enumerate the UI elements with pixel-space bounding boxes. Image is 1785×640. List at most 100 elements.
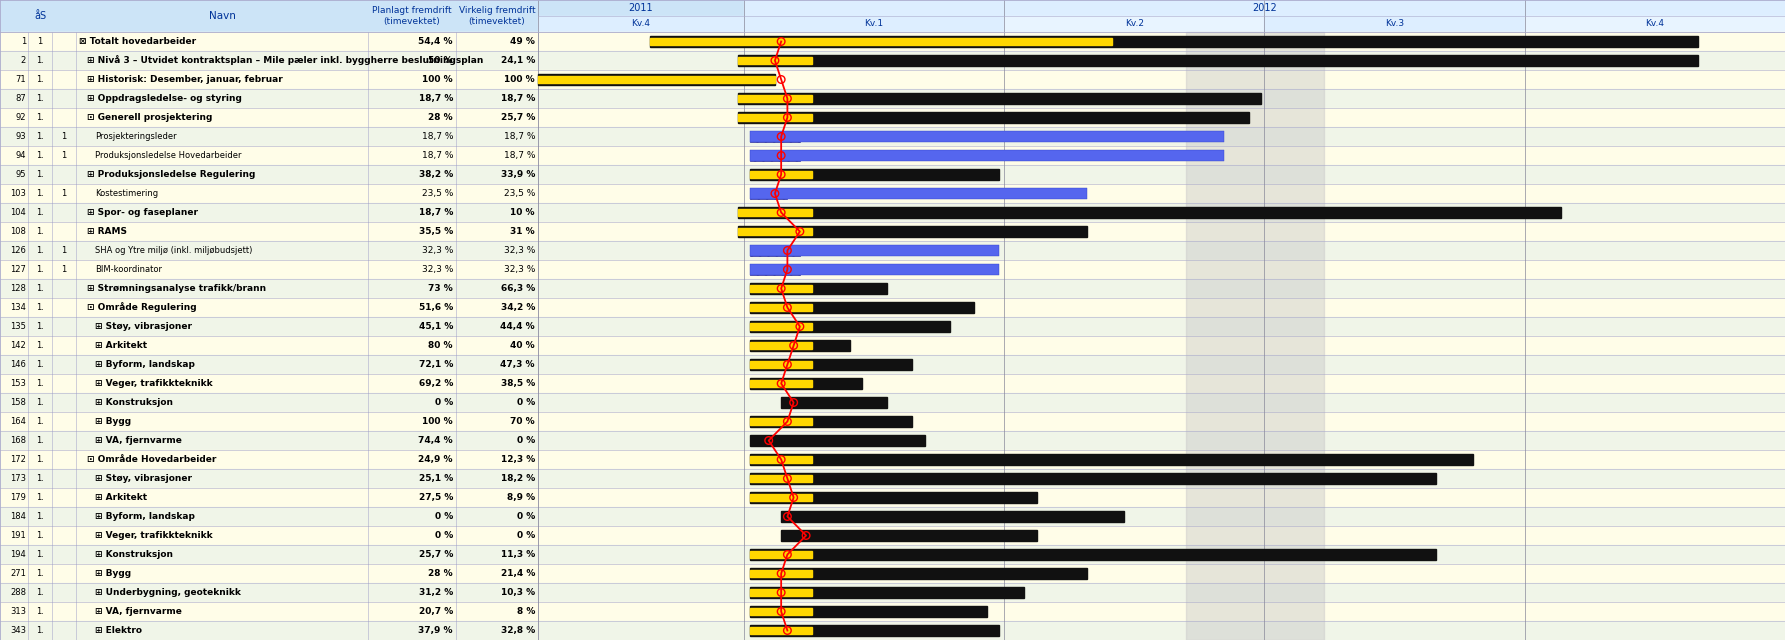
- Bar: [782, 511, 1125, 522]
- Text: ⊞ Veger, trafikkteknikk: ⊞ Veger, trafikkteknikk: [95, 531, 212, 540]
- Text: ⊞ VA, fjernvarme: ⊞ VA, fjernvarme: [95, 436, 182, 445]
- Bar: [0, 431, 1785, 450]
- Text: 1.: 1.: [36, 151, 45, 160]
- Text: 100 %: 100 %: [423, 417, 453, 426]
- Text: 0 %: 0 %: [436, 531, 453, 540]
- Bar: [737, 95, 812, 102]
- Text: 1.: 1.: [36, 398, 45, 407]
- Text: 0 %: 0 %: [436, 512, 453, 521]
- Text: 2012: 2012: [1251, 3, 1276, 13]
- Text: ⊞ Spor- og faseplaner: ⊞ Spor- og faseplaner: [87, 208, 198, 217]
- Text: 1.: 1.: [36, 550, 45, 559]
- Bar: [0, 108, 1785, 127]
- Text: 21,4 %: 21,4 %: [500, 569, 536, 578]
- Text: 18,7 %: 18,7 %: [419, 94, 453, 103]
- Text: 45,1 %: 45,1 %: [419, 322, 453, 331]
- Bar: [1187, 32, 1324, 640]
- Bar: [750, 283, 887, 294]
- Bar: [537, 76, 775, 83]
- Text: 28 %: 28 %: [428, 113, 453, 122]
- Text: 18,7 %: 18,7 %: [500, 94, 536, 103]
- Text: 94: 94: [16, 151, 27, 160]
- Text: ⊞ Nivå 3 – Utvidet kontraktsplan – Mile pæler inkl. byggherre beslutningsplan: ⊞ Nivå 3 – Utvidet kontraktsplan – Mile …: [87, 56, 484, 65]
- Bar: [0, 32, 1785, 51]
- Text: 32,3 %: 32,3 %: [421, 246, 453, 255]
- Text: 173: 173: [11, 474, 27, 483]
- Text: ⊞ Bygg: ⊞ Bygg: [95, 569, 130, 578]
- Text: 1: 1: [61, 132, 66, 141]
- Bar: [0, 469, 1785, 488]
- Bar: [737, 111, 1250, 124]
- Text: 1.: 1.: [36, 265, 45, 274]
- Text: ⊞ Byform, landskap: ⊞ Byform, landskap: [95, 360, 195, 369]
- Bar: [0, 0, 537, 32]
- Text: åS: åS: [34, 11, 46, 21]
- Bar: [750, 244, 800, 257]
- Bar: [1524, 16, 1785, 32]
- Text: 33,9 %: 33,9 %: [500, 170, 536, 179]
- Bar: [782, 397, 887, 408]
- Text: 146: 146: [11, 360, 27, 369]
- Text: 1.: 1.: [36, 56, 45, 65]
- Bar: [0, 488, 1785, 507]
- Text: 1.: 1.: [36, 455, 45, 464]
- Text: 18,7 %: 18,7 %: [419, 208, 453, 217]
- Bar: [0, 241, 1785, 260]
- Bar: [750, 608, 812, 615]
- Text: ⊡ Generell prosjektering: ⊡ Generell prosjektering: [87, 113, 212, 122]
- Text: 288: 288: [11, 588, 27, 597]
- Text: 1.: 1.: [36, 588, 45, 597]
- Text: 0 %: 0 %: [516, 436, 536, 445]
- Bar: [650, 38, 1112, 45]
- Bar: [0, 184, 1785, 203]
- Text: ⊞ Underbygning, geoteknikk: ⊞ Underbygning, geoteknikk: [95, 588, 241, 597]
- Text: 25,7 %: 25,7 %: [500, 113, 536, 122]
- Bar: [750, 168, 1000, 180]
- Text: 1.: 1.: [36, 341, 45, 350]
- Bar: [0, 260, 1785, 279]
- Text: 1.: 1.: [36, 379, 45, 388]
- Bar: [750, 548, 1435, 561]
- Bar: [750, 358, 912, 371]
- Text: 172: 172: [11, 455, 27, 464]
- Bar: [0, 564, 1785, 583]
- Bar: [750, 605, 987, 618]
- Text: ⊞ Arkitekt: ⊞ Arkitekt: [95, 341, 146, 350]
- Text: 1: 1: [61, 246, 66, 255]
- Text: 10 %: 10 %: [511, 208, 536, 217]
- Text: 32,3 %: 32,3 %: [421, 265, 453, 274]
- Text: 38,5 %: 38,5 %: [502, 379, 536, 388]
- Bar: [750, 150, 1225, 161]
- Text: 128: 128: [11, 284, 27, 293]
- Text: 1.: 1.: [36, 170, 45, 179]
- Text: 184: 184: [11, 512, 27, 521]
- Text: 50 %: 50 %: [428, 56, 453, 65]
- Text: ⊡ Område Regulering: ⊡ Område Regulering: [87, 303, 196, 312]
- Bar: [0, 165, 1785, 184]
- Text: 142: 142: [11, 341, 27, 350]
- Bar: [0, 355, 1785, 374]
- Bar: [750, 380, 812, 387]
- Text: 25,1 %: 25,1 %: [419, 474, 453, 483]
- Bar: [750, 285, 812, 292]
- Text: Kv.4: Kv.4: [1646, 19, 1664, 29]
- Bar: [0, 203, 1785, 222]
- Text: 34,2 %: 34,2 %: [500, 303, 536, 312]
- Text: 1.: 1.: [36, 208, 45, 217]
- Bar: [650, 36, 1698, 47]
- Text: ⊞ Støy, vibrasjoner: ⊞ Støy, vibrasjoner: [95, 322, 193, 331]
- Text: 1.: 1.: [36, 417, 45, 426]
- Bar: [1005, 16, 1264, 32]
- Bar: [750, 570, 812, 577]
- Text: 51,6 %: 51,6 %: [419, 303, 453, 312]
- Bar: [750, 171, 812, 178]
- Bar: [0, 146, 1785, 165]
- Bar: [0, 222, 1785, 241]
- Text: Kv.1: Kv.1: [864, 19, 884, 29]
- Bar: [782, 530, 1037, 541]
- Bar: [750, 435, 925, 446]
- Bar: [0, 317, 1785, 336]
- Bar: [0, 526, 1785, 545]
- Bar: [750, 342, 812, 349]
- Text: 23,5 %: 23,5 %: [421, 189, 453, 198]
